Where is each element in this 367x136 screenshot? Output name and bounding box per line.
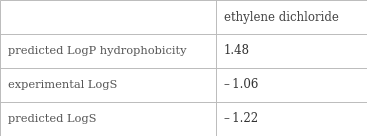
- Text: – 1.06: – 1.06: [224, 78, 258, 92]
- Text: 1.48: 1.48: [224, 44, 250, 58]
- Text: predicted LogP hydrophobicity: predicted LogP hydrophobicity: [8, 46, 186, 56]
- Text: ethylene dichloride: ethylene dichloride: [224, 10, 339, 24]
- Text: predicted LogS: predicted LogS: [8, 114, 97, 124]
- Text: experimental LogS: experimental LogS: [8, 80, 117, 90]
- Text: – 1.22: – 1.22: [224, 112, 258, 126]
